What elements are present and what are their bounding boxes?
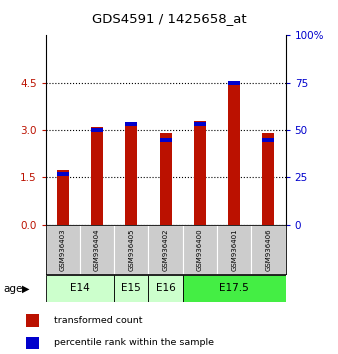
Bar — [217, 225, 251, 274]
Text: GSM936403: GSM936403 — [60, 229, 66, 271]
Text: E16: E16 — [156, 283, 175, 293]
Text: GSM936405: GSM936405 — [128, 229, 134, 271]
Bar — [46, 275, 114, 302]
Text: ▶: ▶ — [22, 284, 29, 294]
Bar — [114, 225, 148, 274]
Bar — [57, 172, 69, 176]
Bar — [251, 225, 286, 274]
Text: E15: E15 — [121, 283, 141, 293]
Bar — [194, 121, 206, 225]
Bar — [26, 337, 39, 349]
Text: GSM936400: GSM936400 — [197, 229, 203, 271]
Bar — [125, 122, 137, 225]
Bar — [160, 137, 172, 142]
Bar — [263, 133, 274, 225]
Text: age: age — [3, 284, 23, 293]
Bar — [91, 127, 103, 225]
Bar — [26, 314, 39, 327]
Text: GSM936401: GSM936401 — [231, 229, 237, 271]
Bar — [263, 137, 274, 142]
Text: E14: E14 — [70, 283, 90, 293]
Text: percentile rank within the sample: percentile rank within the sample — [54, 338, 214, 348]
Bar — [148, 225, 183, 274]
Bar — [194, 122, 206, 126]
Text: GSM936406: GSM936406 — [265, 229, 271, 271]
Bar — [160, 133, 172, 225]
Text: E17.5: E17.5 — [219, 283, 249, 293]
Text: GDS4591 / 1425658_at: GDS4591 / 1425658_at — [92, 12, 246, 25]
Bar — [80, 225, 114, 274]
Bar — [228, 81, 240, 85]
Bar — [148, 275, 183, 302]
Text: transformed count: transformed count — [54, 316, 143, 325]
Bar — [183, 275, 286, 302]
Bar — [114, 275, 148, 302]
Bar — [46, 225, 80, 274]
Bar — [183, 225, 217, 274]
Text: GSM936404: GSM936404 — [94, 229, 100, 271]
Text: GSM936402: GSM936402 — [163, 229, 169, 271]
Bar — [125, 122, 137, 126]
Bar — [228, 81, 240, 225]
Bar — [57, 170, 69, 225]
Bar — [91, 128, 103, 132]
